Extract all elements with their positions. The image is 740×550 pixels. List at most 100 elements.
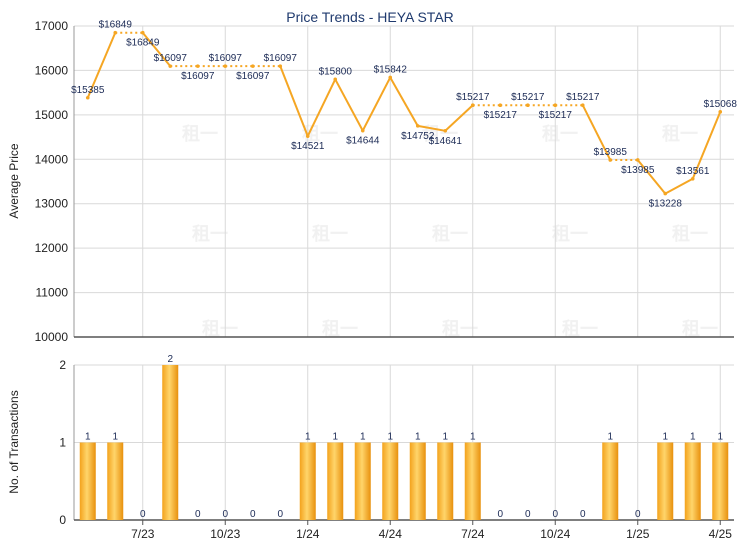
watermark-text: 租一 (192, 223, 228, 245)
watermark-text: 租一 (662, 123, 698, 145)
x-tick-label: 1/24 (296, 527, 320, 541)
price-point (553, 103, 558, 108)
bottom-y-axis-label: No. of Transactions (7, 390, 21, 493)
price-line-segment (691, 111, 722, 180)
transaction-count-label: 1 (690, 432, 696, 443)
price-line-segment (444, 104, 474, 132)
transaction-bar (437, 442, 454, 520)
price-data-label: $14521 (291, 141, 325, 152)
transaction-bar (602, 442, 619, 520)
price-point (278, 64, 283, 68)
transaction-count-label: 1 (332, 432, 338, 443)
price-data-label: $14641 (429, 136, 463, 147)
price-data-label: $14752 (401, 131, 435, 142)
x-tick-label: 4/25 (709, 527, 733, 541)
transaction-count-label: 0 (250, 509, 256, 520)
price-point (443, 129, 448, 133)
watermark-text: 租一 (682, 318, 718, 340)
transaction-bar (464, 442, 481, 520)
transaction-bar (327, 442, 344, 520)
price-data-label: $16097 (264, 53, 298, 64)
price-data-label: $15385 (71, 85, 105, 96)
price-data-label: $15068 (704, 99, 738, 110)
transaction-bar (712, 442, 729, 520)
price-point (305, 134, 310, 138)
top-y-tick-label: 14000 (35, 152, 69, 166)
price-point (140, 30, 145, 35)
price-data-label: $15217 (456, 92, 490, 103)
price-data-label: $15842 (374, 64, 408, 75)
watermark-text: 租一 (182, 123, 218, 145)
price-line-segment (664, 177, 694, 195)
price-point (168, 64, 173, 68)
watermark-text: 租一 (432, 223, 468, 245)
transaction-count-label: 0 (222, 509, 228, 520)
top-y-tick-label: 12000 (35, 241, 69, 255)
price-line-segment (334, 78, 364, 132)
price-data-label: $15217 (539, 110, 573, 121)
transaction-count-label: 0 (195, 509, 201, 520)
watermark-text: 租一 (562, 318, 598, 340)
price-data-label: $16097 (181, 71, 215, 82)
price-point (663, 191, 668, 196)
x-tick-label: 1/25 (626, 527, 650, 541)
transaction-count-label: 0 (635, 509, 641, 520)
price-point (113, 30, 118, 35)
transaction-count-label: 1 (360, 432, 366, 443)
transaction-count-label: 1 (470, 432, 476, 443)
price-point (85, 95, 90, 100)
price-data-label: $15217 (511, 92, 545, 103)
price-point (470, 103, 475, 108)
top-y-tick-label: 10000 (35, 330, 69, 344)
watermark-text: 租一 (442, 318, 478, 340)
price-line-segment (86, 32, 117, 99)
x-tick-label: 7/24 (461, 527, 485, 541)
price-point (635, 158, 640, 162)
transaction-count-label: 1 (387, 432, 393, 443)
price-data-label: $16097 (154, 53, 188, 64)
price-data-label: $13561 (676, 166, 710, 177)
transaction-count-label: 0 (525, 509, 531, 520)
top-y-axis-label: Average Price (7, 143, 21, 218)
price-point (360, 128, 365, 133)
price-line-segment (141, 32, 172, 67)
transaction-count-label: 1 (442, 432, 448, 443)
price-point (333, 77, 338, 82)
price-point (525, 103, 530, 108)
price-line-segment (361, 76, 392, 132)
top-y-tick-label: 16000 (35, 63, 69, 77)
transaction-bar (162, 365, 179, 520)
price-line-segment (279, 65, 309, 137)
transaction-bar (299, 442, 316, 520)
transaction-count-label: 1 (662, 432, 668, 443)
x-tick-label: 4/24 (379, 527, 403, 541)
transaction-count-label: 1 (607, 432, 613, 443)
watermark-text: 租一 (202, 318, 238, 340)
price-point (223, 64, 228, 68)
bottom-y-tick-label: 1 (59, 436, 66, 450)
top-y-tick-label: 11000 (36, 286, 69, 300)
transaction-count-label: 1 (415, 432, 421, 443)
x-tick-label: 7/23 (131, 527, 155, 541)
price-line-segment (636, 159, 667, 195)
price-point (718, 110, 723, 114)
transaction-bar (79, 442, 96, 520)
x-tick-label: 10/24 (540, 527, 570, 541)
transaction-count-label: 2 (167, 354, 173, 365)
watermark-text: 租一 (542, 123, 578, 145)
transaction-count-label: 0 (277, 509, 283, 520)
top-y-tick-label: 17000 (35, 19, 69, 33)
price-data-label: $15800 (319, 66, 353, 77)
price-data-label: $15217 (484, 110, 518, 121)
price-point (250, 64, 255, 68)
transaction-count-label: 0 (552, 509, 558, 520)
price-data-label: $16097 (209, 53, 243, 64)
transaction-bar (409, 442, 426, 520)
price-point (388, 75, 393, 80)
price-point (195, 64, 200, 68)
price-data-label: $13228 (649, 199, 683, 210)
price-point (608, 158, 613, 162)
price-data-label: $13985 (594, 147, 628, 158)
transaction-count-label: 1 (85, 432, 91, 443)
